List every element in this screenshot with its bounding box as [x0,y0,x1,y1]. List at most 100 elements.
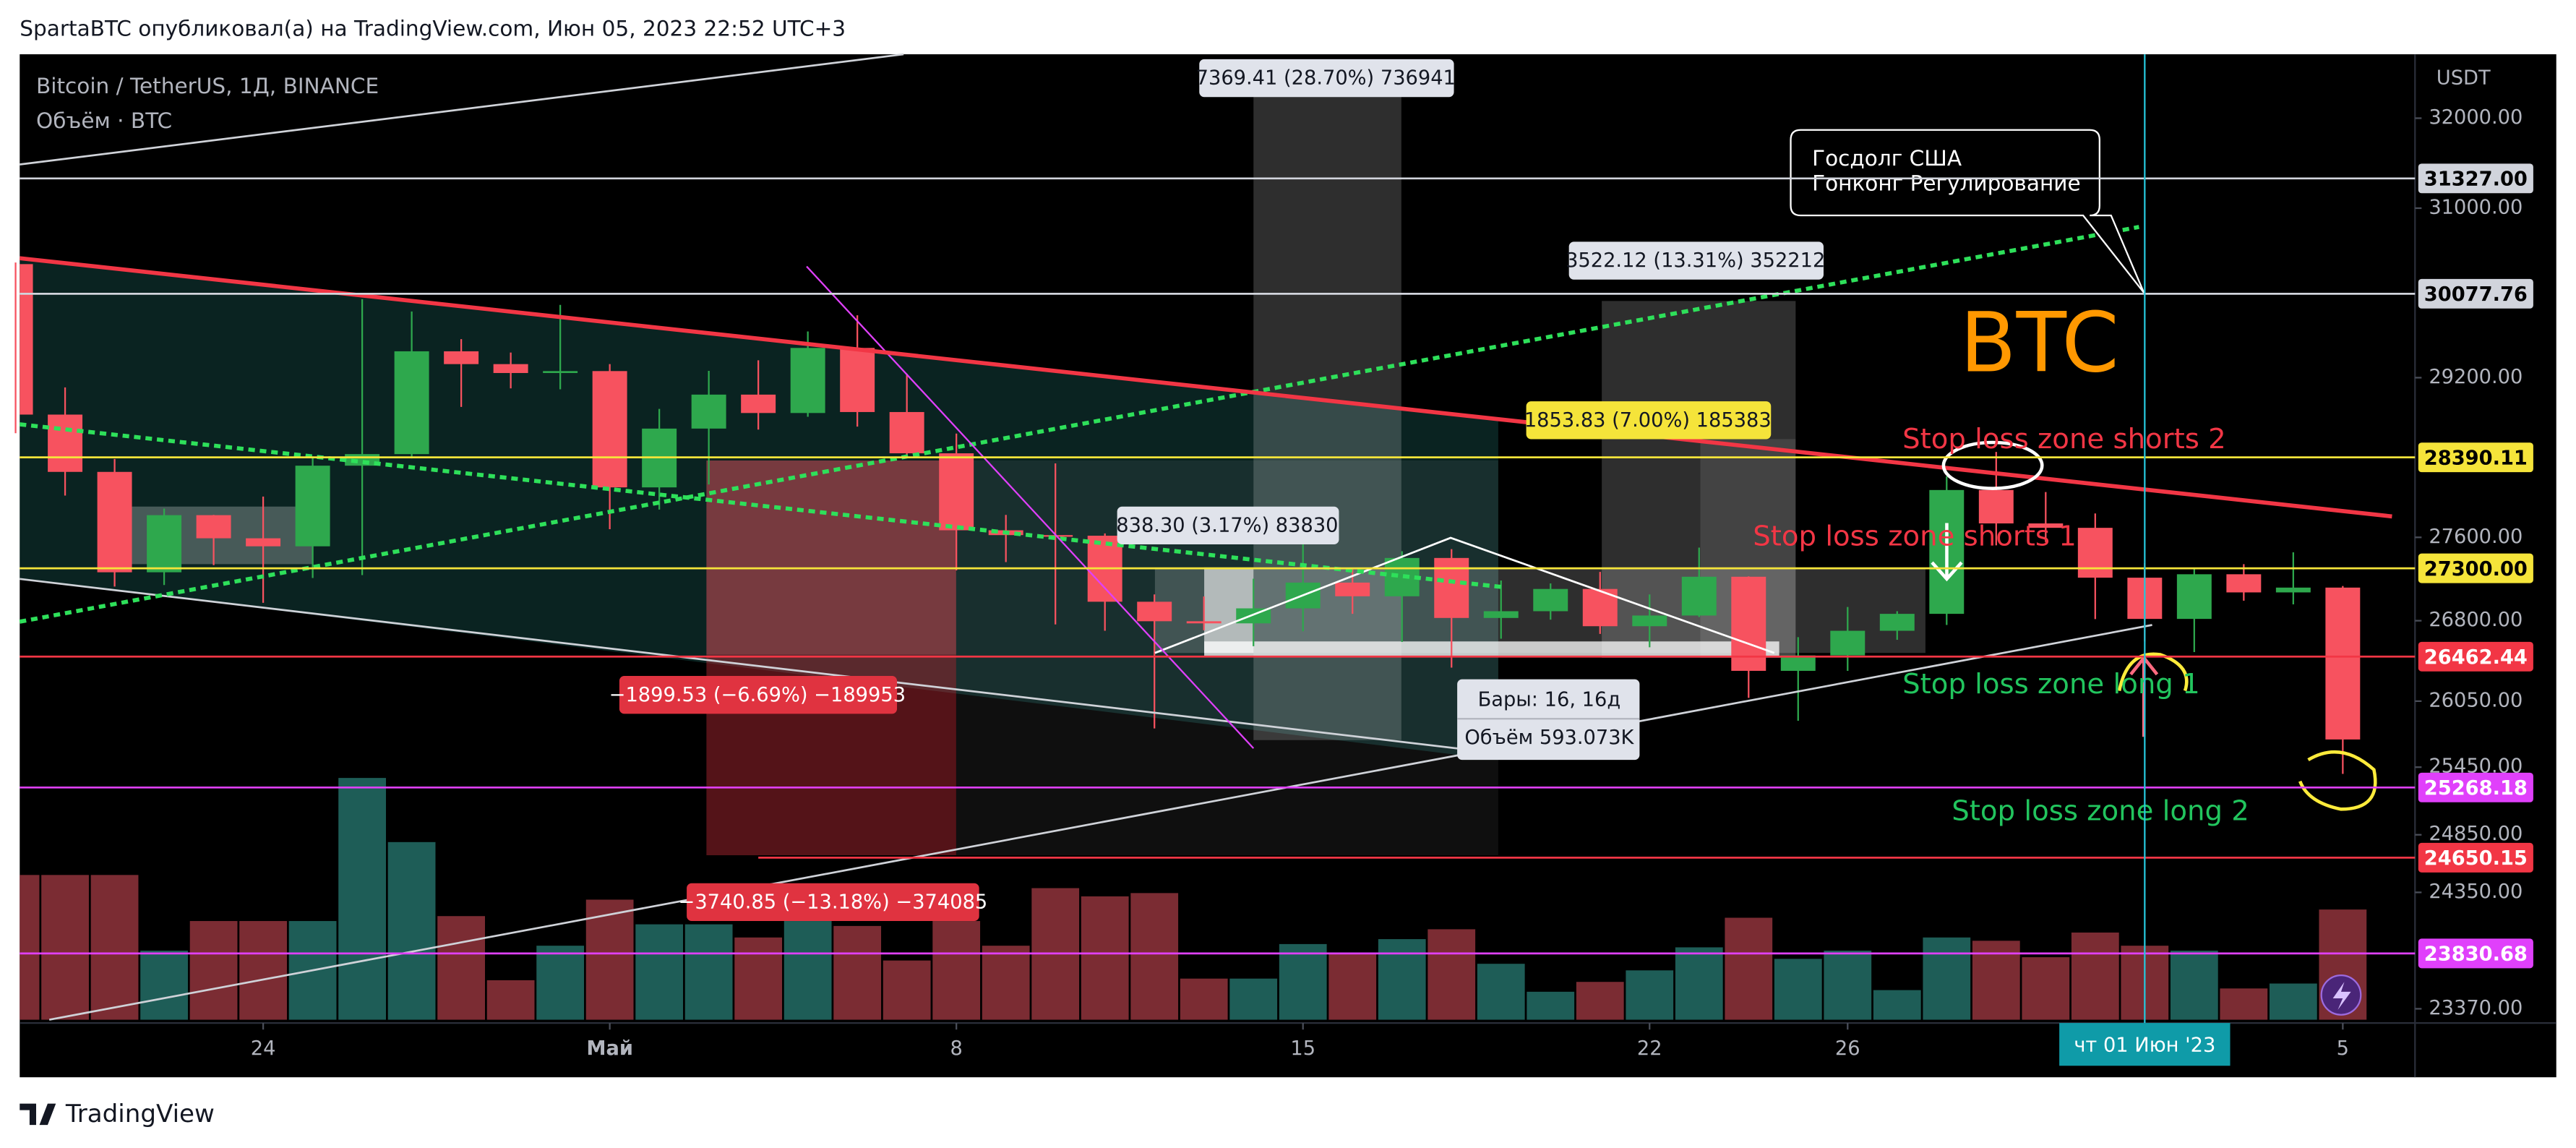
volume-bar [2220,988,2268,1020]
callout-text: Госдолг США [1812,146,1962,171]
candle-body [1038,535,1073,537]
candle-body [1533,588,1568,612]
price-label: 31327.00 [2424,168,2528,191]
candle-body [790,348,825,414]
legend-volume: Объём · BTC [36,108,172,133]
volume-bar [387,841,436,1020]
chart-panel [20,54,2556,1078]
y-tick-label: 23370.00 [2429,997,2523,1019]
callout [1790,129,2145,294]
x-tick-label: Май [586,1037,633,1060]
measure-red-top [706,461,956,655]
zone-label: Stop loss zone shorts 2 [1902,423,2226,455]
candle-body [493,364,528,373]
price-label: 27300.00 [2424,558,2528,581]
y-tick-label: 29200.00 [2429,366,2523,388]
candle-body [1780,655,1816,671]
currency: USDT [2437,67,2491,90]
volume-bar [1229,978,1278,1020]
stats-text: Бары: 16, 16д [1478,689,1621,711]
volume-bar [189,921,238,1020]
candle-body [444,351,479,364]
candle-body [295,466,330,547]
callout-text: Гонконг Регулирование [1812,171,2081,195]
y-tick-label: 26800.00 [2429,609,2523,631]
candle-body [1978,489,2014,524]
candle-body [394,351,429,455]
volume-bar [1130,893,1179,1020]
circle-mark [2298,750,2377,811]
volume-bar [684,924,733,1020]
candle-body [1681,576,1717,616]
x-tick-label: 5 [2337,1037,2349,1060]
volume-bar [1427,929,1476,1020]
y-tick-label: 32000.00 [2429,106,2523,129]
measure-label [1568,241,1824,280]
y-tick-label: 27600.00 [2429,526,2523,548]
volume-bar [1774,959,1822,1020]
y-tick-label: 26050.00 [2429,689,2523,711]
volume-bar [1180,978,1228,1020]
candle-body [543,371,578,373]
price-label: 28390.11 [2424,447,2528,469]
volume-bar [1527,991,1575,1020]
crosshair-label: чт 01 Июн '23 [2074,1034,2215,1056]
red-trend [19,256,2392,519]
candle-body [1731,576,1766,671]
price-label-box [2418,938,2533,969]
x-tick-label: 8 [950,1037,963,1060]
volume-bar [833,925,882,1020]
x-tick-label: 24 [251,1037,276,1060]
volume-bar [536,946,585,1020]
axes: 32000.00 31000.00 29200.00 27600.00 26800.00… [20,54,2533,1066]
footer: TradingView [20,1100,215,1128]
measure-text: −3740.85 (−13.18%) −374085 [679,891,988,914]
candle-body [246,538,281,547]
measure-text: 1853.83 (7.00%) 185383 [1524,409,1772,432]
price-label: 23830.68 [2424,943,2528,966]
price-label: 25268.18 [2424,777,2528,800]
volume-bar [437,916,486,1020]
volume-bar [1081,896,1129,1020]
volume-bar [41,875,89,1020]
legend-title: Bitcoin / TetherUS, 1Д, BINANCE [36,74,379,98]
volume-bar [883,960,931,1020]
volume-bar [2170,950,2218,1020]
zone-label: Stop loss zone long 2 [1952,794,2249,827]
candle-body [741,394,776,414]
stats-text: Объём 593.073K [1464,727,1634,749]
measure-text: 838.30 (3.17%) 83830 [1116,515,1338,537]
volume-bar [932,921,981,1020]
measure-label [1526,401,1772,440]
volume-bar [2022,957,2070,1020]
candle-body [1384,557,1420,596]
measure-gray [1253,95,1401,740]
volume-bar [2071,932,2119,1020]
y-tick-label: 24350.00 [2429,881,2523,903]
header-text: SpartaBTC опубликовал(а) на TradingView.… [20,16,846,40]
candle-body [840,348,875,412]
volume-bar [20,875,40,1020]
volume-bar [1477,964,1525,1020]
candle-body [2226,574,2262,593]
volume-bar [982,946,1030,1020]
measure-label [687,883,979,922]
candle-body [1483,611,1519,618]
x-tick-label: 26 [1835,1037,1860,1060]
measure-label [1117,506,1339,545]
price-label-box [2418,641,2533,672]
x-tick-label: 15 [1290,1037,1315,1060]
zone-label: Stop loss zone long 1 [1902,668,2200,701]
volume-bar [239,921,287,1020]
volume-bar [338,778,386,1020]
volume-bar [635,924,684,1020]
trend-line [20,578,1499,755]
price-label: 30077.76 [2424,283,2528,306]
brand: TradingView [65,1100,215,1128]
drawings-back [20,95,1925,856]
candle-body [1186,621,1222,624]
circle-mark [1941,440,2044,490]
volume-bar [1378,939,1426,1020]
price-label-box [2418,278,2533,309]
